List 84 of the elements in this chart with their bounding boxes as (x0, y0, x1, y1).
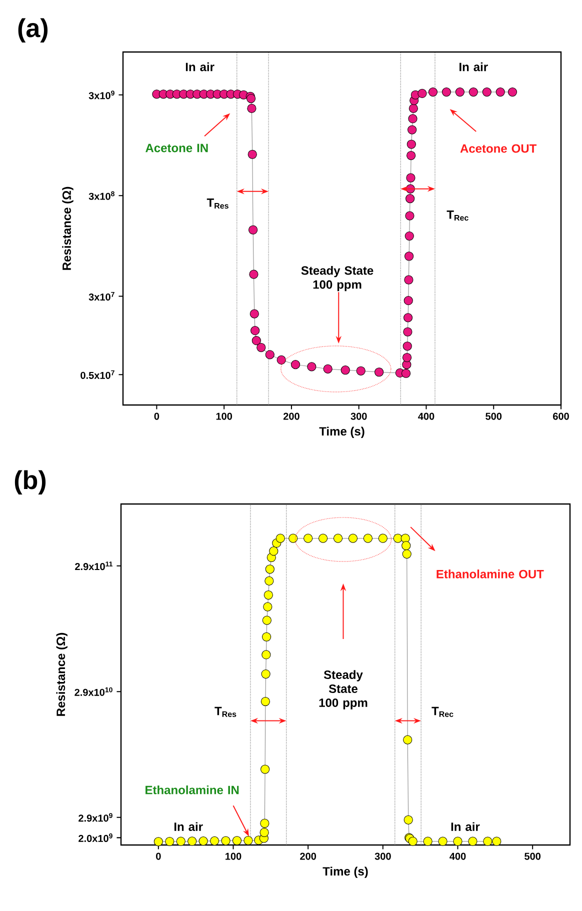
point (402, 541, 411, 550)
point (400, 534, 410, 543)
point (304, 534, 313, 543)
point (210, 836, 220, 846)
point (453, 836, 462, 846)
point (492, 836, 502, 846)
annotation: T$_{Res}$ (206, 198, 228, 209)
point (221, 836, 230, 846)
y-tick-label: 3x10$^{8}$ (88, 191, 114, 200)
point (262, 650, 271, 660)
point (276, 534, 285, 543)
chart-title: (b) (14, 470, 46, 494)
y-axis-title: Resistance (Ω) (62, 186, 74, 270)
point (402, 549, 412, 559)
annotation: In air (174, 822, 203, 832)
point (263, 602, 272, 612)
point (265, 564, 274, 574)
point (264, 590, 273, 600)
point (288, 534, 298, 543)
x-tick-label: 100 (216, 412, 232, 420)
x-tick-label: 200 (300, 852, 316, 860)
annotation: Steady State 100 ppm (301, 266, 374, 292)
point (403, 735, 412, 744)
point (261, 670, 270, 679)
point (408, 836, 418, 846)
x-tick-label: 500 (486, 412, 502, 420)
annotation: Acetone OUT (460, 144, 537, 153)
x-tick-label: 600 (553, 412, 569, 420)
x-tick-label: 100 (226, 852, 242, 860)
point (154, 837, 163, 846)
point (363, 534, 372, 543)
point (260, 696, 270, 706)
annotation: Ethanolamine OUT (436, 570, 544, 578)
point (165, 836, 174, 846)
y-tick-label: 2.9x10$^{9}$ (78, 813, 112, 822)
y-tick-label: 3x10$^{9}$ (88, 90, 114, 100)
x-tick-label: 0 (154, 412, 160, 420)
point (378, 534, 388, 543)
annotation: Acetone IN (146, 144, 208, 152)
annotation: In air (451, 822, 480, 832)
point (188, 836, 197, 846)
annotation: In air (186, 62, 214, 72)
y-tick-label: 2.0x10$^{9}$ (78, 833, 112, 842)
annotation: T$_{Rec}$ (446, 210, 468, 221)
point (264, 576, 274, 586)
x-tick-label: 200 (283, 412, 300, 420)
x-tick-label: 300 (374, 852, 391, 860)
x-tick-label: 500 (524, 852, 541, 860)
x-tick-label: 400 (418, 412, 434, 420)
y-tick-label: 0.5x10$^{7}$ (80, 370, 114, 379)
point (483, 836, 492, 846)
point (198, 836, 208, 846)
chart-title: (a) (18, 18, 48, 42)
annotation: Ethanolamine IN (146, 785, 239, 794)
point (260, 818, 270, 828)
point (404, 815, 413, 824)
annotation: In air (460, 62, 488, 72)
point (348, 534, 358, 543)
y-tick-label: 3x10$^{7}$ (88, 292, 114, 301)
x-tick-label: 0 (156, 852, 161, 860)
point (244, 836, 253, 846)
x-tick-label: 300 (350, 412, 367, 420)
annotation: T$_{Rec}$ (432, 706, 454, 717)
y-tick-label: 2.9x10$^{10}$ (74, 687, 112, 696)
annotation: Steady State 100 ppm (319, 670, 368, 710)
point (260, 764, 270, 774)
point (262, 616, 272, 625)
point (438, 836, 448, 846)
x-axis-title: Time (s) (319, 426, 364, 438)
point (318, 534, 328, 543)
y-tick-label: 2.9x10$^{11}$ (75, 562, 113, 570)
point (260, 828, 269, 838)
point (176, 836, 186, 846)
y-axis-title: Resistance (Ω) (56, 632, 68, 716)
point (232, 836, 242, 846)
point (423, 836, 432, 846)
x-axis-title: Time (s) (322, 866, 368, 878)
point (468, 836, 478, 846)
annotation: T$_{Res}$ (214, 706, 236, 717)
point (262, 632, 272, 642)
x-tick-label: 400 (450, 852, 466, 860)
point (333, 534, 343, 543)
point (393, 534, 402, 543)
point (269, 546, 278, 556)
